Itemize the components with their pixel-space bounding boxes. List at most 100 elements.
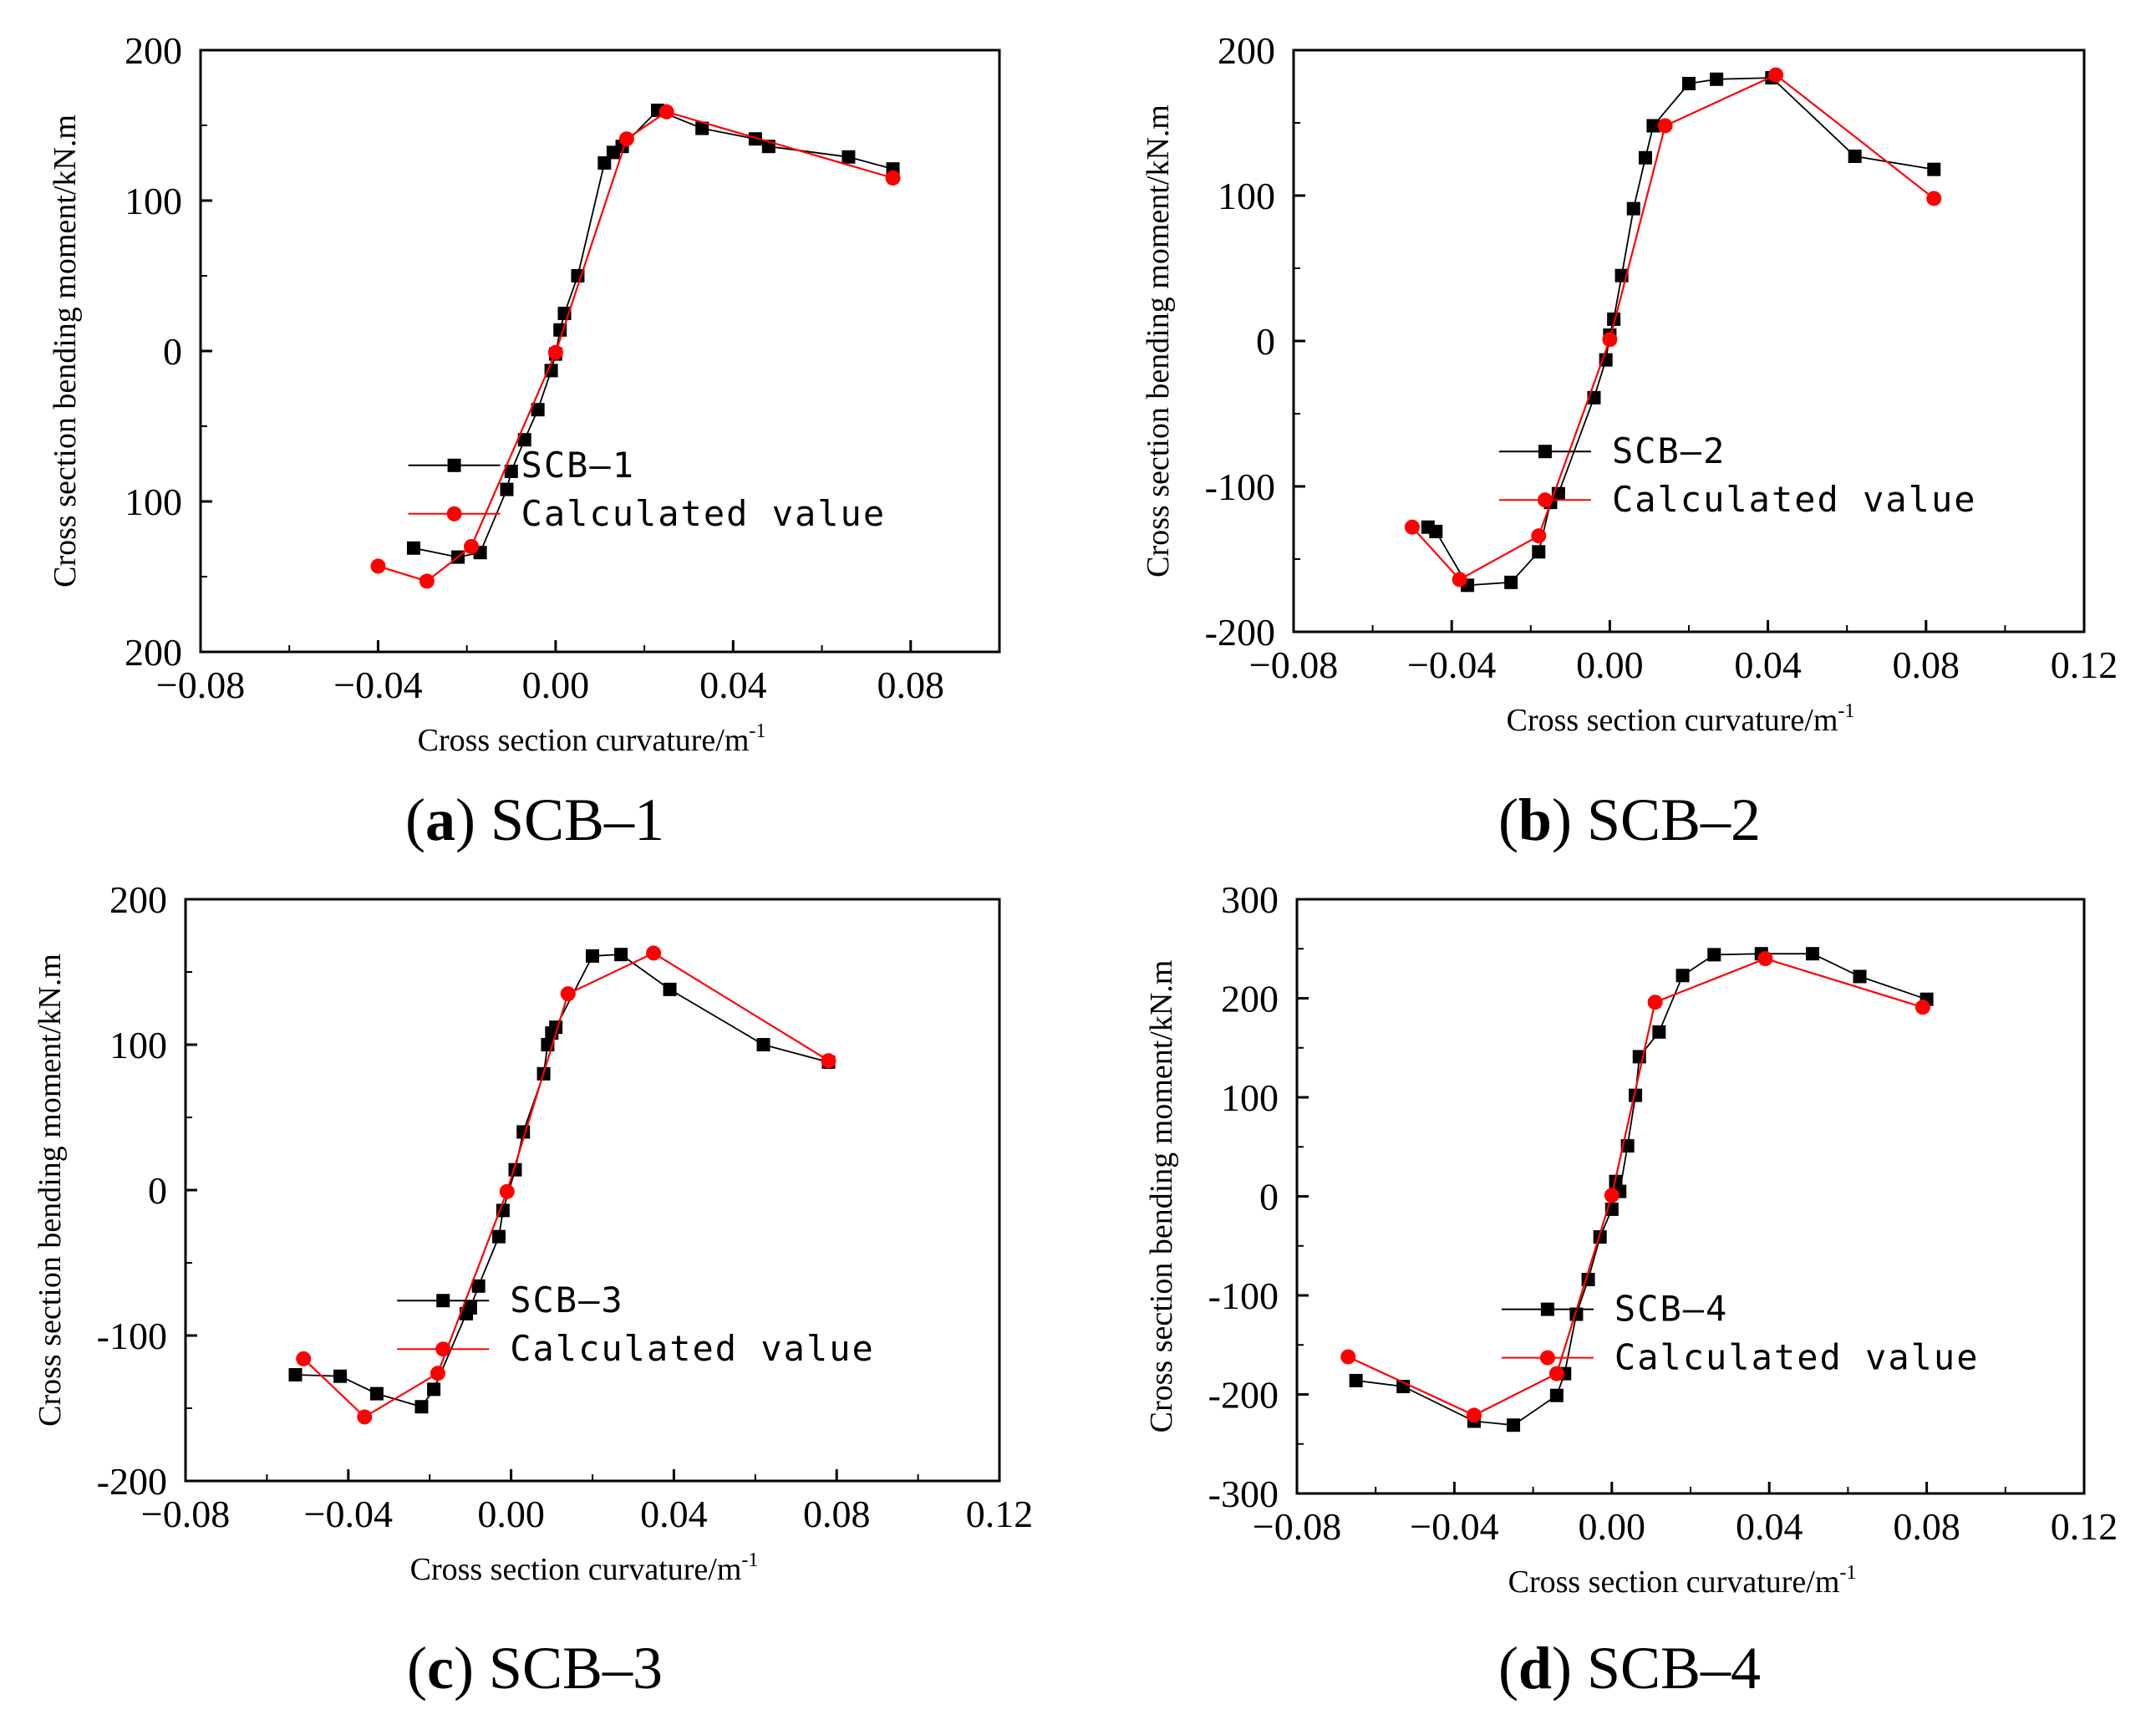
- panel-caption: (c) SCB–3: [407, 1635, 663, 1702]
- y-tick-label: -100: [1208, 1275, 1279, 1317]
- legend-marker-circle: [446, 506, 462, 522]
- chart-panel-d: −0.08 −0.04 0.00 0.04 0.08 0.12 300 200 100 0 -100…: [1144, 878, 2118, 1702]
- x-axis-label: Cross section curvature/m-1: [418, 720, 766, 758]
- data-point-experimental: [586, 949, 599, 963]
- y-axis-label: Cross section bending moment/kN.m: [1144, 960, 1179, 1433]
- x-tick-label: 0.12: [966, 1493, 1034, 1535]
- data-point-experimental: [756, 1038, 770, 1051]
- data-point-calculated: [1531, 528, 1547, 544]
- x-axis-label-superscript: -1: [749, 720, 765, 742]
- data-point-experimental: [1652, 1025, 1666, 1039]
- x-tick-label: 0.12: [2051, 1505, 2118, 1548]
- x-tick-label: −0.04: [333, 664, 422, 706]
- legend-marker-square: [1538, 445, 1552, 459]
- data-point-experimental: [1569, 1307, 1584, 1321]
- legend-label: Calculated value: [510, 1328, 875, 1369]
- data-point-experimental: [500, 482, 514, 496]
- data-point-experimental: [496, 1203, 510, 1218]
- caption-letter: d: [1518, 1635, 1552, 1702]
- y-tick-label: -300: [1208, 1473, 1279, 1515]
- chart-panel-c: −0.08 −0.04 0.00 0.04 0.08 0.12 200 100 0 -100 -20…: [33, 878, 1033, 1702]
- y-tick-label: 100: [1221, 1076, 1279, 1119]
- data-point-calculated: [1604, 1188, 1620, 1203]
- data-point-experimental: [842, 150, 856, 164]
- data-point-experimental: [471, 1279, 486, 1293]
- x-tick-label: 0.00: [1579, 1505, 1646, 1548]
- data-point-experimental: [1707, 948, 1721, 962]
- data-point-experimental: [1593, 1230, 1607, 1244]
- y-axis-label: Cross section bending moment/kN.m: [48, 114, 83, 588]
- y-tick-label: -200: [1208, 1374, 1279, 1417]
- legend-label: Calculated value: [1614, 1337, 1980, 1378]
- data-point-experimental: [1853, 969, 1867, 984]
- data-point-experimental: [1532, 545, 1546, 559]
- data-point-calculated: [463, 539, 479, 554]
- x-tick-label: 0.08: [803, 1493, 871, 1535]
- data-point-experimental: [1638, 150, 1652, 165]
- panel-caption: (b) SCB–2: [1498, 786, 1761, 853]
- data-point-calculated: [821, 1053, 836, 1069]
- y-tick-label: 0: [1256, 320, 1275, 363]
- data-point-experimental: [614, 948, 628, 962]
- data-point-experimental: [1626, 201, 1640, 216]
- x-tick-label: −0.04: [1410, 1505, 1498, 1548]
- x-axis-label-superscript: -1: [741, 1549, 758, 1571]
- caption-letter: b: [1518, 786, 1552, 853]
- data-point-experimental: [406, 541, 420, 555]
- caption-letter: a: [425, 786, 455, 853]
- caption-letter: c: [427, 1635, 454, 1702]
- data-point-calculated: [560, 986, 576, 1002]
- caption-text: SCB–2: [1572, 786, 1761, 853]
- x-axis-label-superscript: -1: [1838, 700, 1854, 722]
- data-point-experimental: [369, 1386, 384, 1401]
- data-point-calculated: [1466, 1407, 1482, 1423]
- caption-open-paren: (: [407, 1635, 427, 1702]
- x-axis-label-text: Cross section curvature/m: [1508, 1565, 1840, 1600]
- data-point-experimental: [1507, 1418, 1521, 1432]
- data-point-calculated: [1602, 332, 1618, 348]
- caption-text: SCB–1: [475, 786, 664, 853]
- caption-close-paren: ): [1552, 1635, 1572, 1702]
- data-point-calculated: [1340, 1349, 1356, 1365]
- x-tick-label: −0.08: [156, 664, 245, 706]
- data-point-experimental: [1607, 312, 1621, 326]
- caption-close-paren: ): [454, 1635, 474, 1702]
- plot-frame: [199, 48, 1001, 654]
- y-axis-label: Cross section bending moment/kN.m: [1141, 104, 1176, 577]
- caption-open-paren: (: [1498, 1635, 1518, 1702]
- legend-label: SCB–4: [1614, 1289, 1728, 1330]
- x-tick-label: 0.08: [877, 664, 945, 706]
- data-point-experimental: [517, 433, 531, 447]
- data-point-experimental: [1682, 77, 1696, 91]
- x-axis-label-text: Cross section curvature/m: [1507, 703, 1838, 738]
- x-tick-label: −0.08: [1249, 644, 1338, 686]
- y-tick-label: -200: [1205, 611, 1275, 654]
- data-point-experimental: [663, 982, 677, 996]
- y-tick-label: -100: [1205, 466, 1275, 508]
- data-point-experimental: [491, 1229, 506, 1244]
- legend-marker-square: [436, 1294, 450, 1308]
- x-tick-label: 0.04: [699, 664, 767, 706]
- legend-marker-circle: [1537, 492, 1553, 508]
- x-axis-label-superscript: -1: [1839, 1562, 1856, 1584]
- panel-caption: (d) SCB–4: [1498, 1635, 1761, 1702]
- x-axis-label: Cross section curvature/m-1: [410, 1549, 759, 1587]
- y-tick-label: 100: [1218, 175, 1275, 217]
- x-tick-label: 0.04: [1734, 644, 1802, 686]
- data-point-calculated: [1404, 519, 1420, 535]
- data-point-experimental: [1646, 119, 1660, 133]
- x-axis-label-text: Cross section curvature/m: [418, 723, 750, 758]
- data-point-calculated: [370, 558, 386, 574]
- data-point-calculated: [1452, 572, 1467, 588]
- caption-open-paren: (: [1498, 786, 1518, 853]
- y-axis-label: Cross section bending moment/kN.m: [33, 954, 68, 1427]
- data-point-experimental: [1349, 1373, 1363, 1387]
- x-tick-label: 0.12: [2051, 644, 2118, 686]
- data-point-calculated: [658, 104, 674, 120]
- caption-text: SCB–4: [1572, 1635, 1761, 1702]
- x-tick-label: 0.08: [1893, 644, 1960, 686]
- x-tick-label: 0.00: [522, 664, 590, 706]
- data-point-experimental: [333, 1369, 348, 1383]
- x-tick-label: 0.00: [1576, 644, 1644, 686]
- caption-close-paren: ): [1552, 786, 1572, 853]
